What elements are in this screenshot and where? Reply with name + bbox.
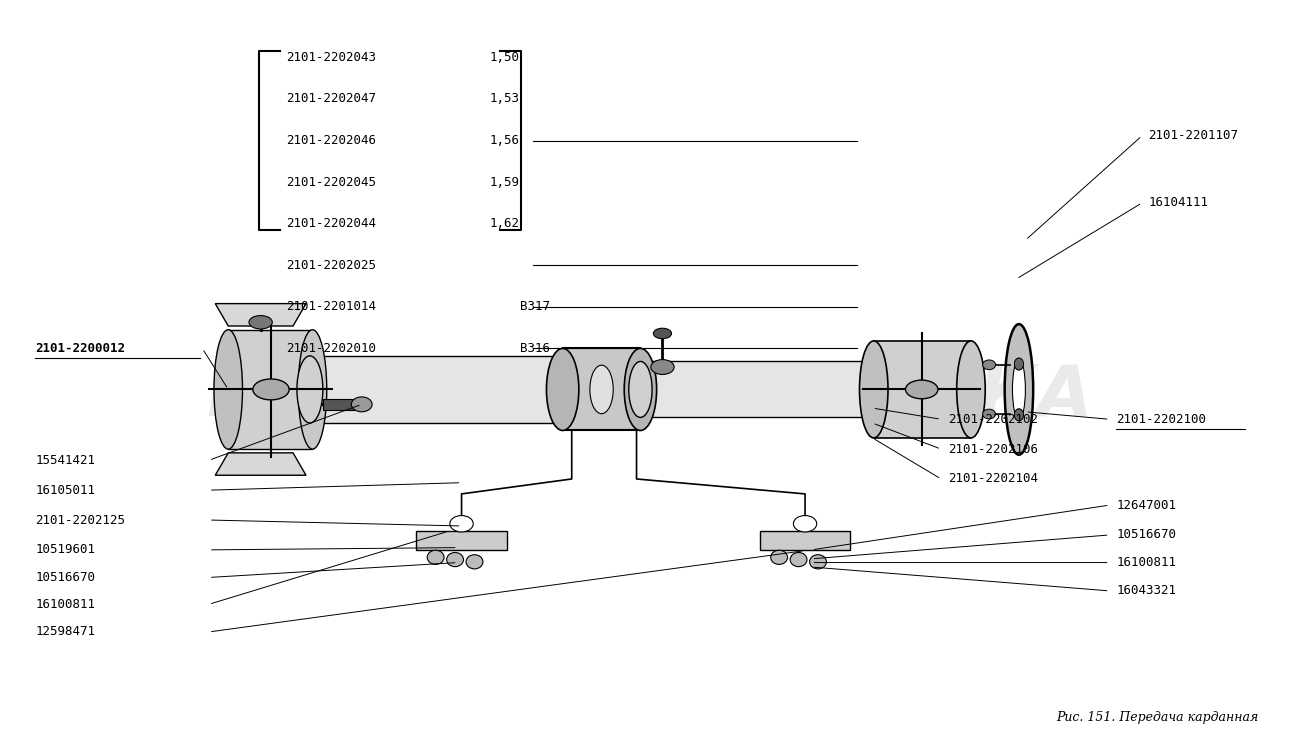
- Text: 10519601: 10519601: [35, 543, 95, 557]
- Ellipse shape: [253, 379, 290, 400]
- Ellipse shape: [427, 551, 444, 565]
- Ellipse shape: [809, 555, 826, 569]
- Text: 1,50: 1,50: [490, 51, 520, 64]
- Ellipse shape: [770, 551, 787, 565]
- Text: 1,53: 1,53: [490, 92, 520, 106]
- Text: 2101-2202125: 2101-2202125: [35, 514, 125, 527]
- Text: 2101-2202044: 2101-2202044: [287, 217, 377, 230]
- Text: 2101-2202104: 2101-2202104: [948, 473, 1038, 485]
- Ellipse shape: [956, 341, 985, 438]
- Text: B317: B317: [520, 300, 549, 313]
- Text: 2101-2202010: 2101-2202010: [287, 342, 377, 355]
- Bar: [416, 531, 507, 550]
- Ellipse shape: [905, 380, 938, 398]
- Text: 16104111: 16104111: [1148, 196, 1208, 210]
- Ellipse shape: [982, 360, 995, 370]
- Bar: [640, 361, 874, 417]
- Text: 2101-2200012: 2101-2200012: [35, 342, 125, 355]
- Text: 12647001: 12647001: [1116, 499, 1176, 512]
- Text: 2101-2202025: 2101-2202025: [287, 258, 377, 272]
- Text: 1,56: 1,56: [490, 134, 520, 147]
- Ellipse shape: [1015, 358, 1024, 370]
- Text: 10516670: 10516670: [1116, 529, 1176, 542]
- Text: 16100811: 16100811: [35, 598, 95, 611]
- Text: 2101-2202106: 2101-2202106: [948, 443, 1038, 455]
- Ellipse shape: [547, 348, 579, 431]
- Text: 2101-2202047: 2101-2202047: [287, 92, 377, 106]
- Ellipse shape: [794, 515, 817, 532]
- Ellipse shape: [466, 555, 483, 569]
- Ellipse shape: [982, 409, 995, 419]
- Ellipse shape: [863, 362, 886, 417]
- Bar: [229, 330, 313, 449]
- Text: B316: B316: [520, 342, 549, 355]
- Ellipse shape: [625, 348, 656, 431]
- Ellipse shape: [447, 553, 464, 567]
- Text: 12598471: 12598471: [35, 625, 95, 638]
- Text: ПЛАНЕТА ЖЕЛЕЗЯКА: ПЛАНЕТА ЖЕЛЕЗЯКА: [207, 363, 1092, 431]
- Text: 1,62: 1,62: [490, 217, 520, 230]
- Bar: [323, 399, 355, 410]
- Text: 2101-2202046: 2101-2202046: [287, 134, 377, 147]
- Ellipse shape: [299, 330, 327, 449]
- Ellipse shape: [1012, 360, 1025, 419]
- Text: 2101-2201107: 2101-2201107: [1148, 130, 1238, 142]
- Text: 16043321: 16043321: [1116, 584, 1176, 598]
- Bar: [562, 348, 640, 431]
- Ellipse shape: [590, 366, 613, 413]
- Ellipse shape: [214, 330, 243, 449]
- Ellipse shape: [1015, 358, 1024, 370]
- Ellipse shape: [297, 356, 323, 423]
- Text: 15541421: 15541421: [35, 454, 95, 467]
- Ellipse shape: [1015, 409, 1024, 421]
- Text: 1,59: 1,59: [490, 175, 520, 189]
- Ellipse shape: [651, 360, 674, 374]
- Ellipse shape: [790, 553, 807, 567]
- Polygon shape: [216, 453, 307, 475]
- Bar: [874, 341, 970, 438]
- Text: 10516670: 10516670: [35, 571, 95, 584]
- Ellipse shape: [629, 362, 652, 417]
- Text: 2101-2202102: 2101-2202102: [948, 413, 1038, 425]
- Ellipse shape: [1015, 409, 1024, 421]
- Ellipse shape: [449, 515, 473, 532]
- Ellipse shape: [1004, 324, 1033, 455]
- Bar: [310, 356, 562, 423]
- Bar: [760, 531, 851, 550]
- Text: 2101-2202100: 2101-2202100: [1116, 413, 1207, 425]
- Text: 2101-2201014: 2101-2201014: [287, 300, 377, 313]
- Polygon shape: [216, 303, 307, 326]
- Text: 16100811: 16100811: [1116, 556, 1176, 569]
- Ellipse shape: [549, 356, 575, 423]
- Ellipse shape: [860, 341, 889, 438]
- Text: 2101-2202045: 2101-2202045: [287, 175, 377, 189]
- Text: Рис. 151. Передача карданная: Рис. 151. Передача карданная: [1056, 711, 1259, 724]
- Text: 2101-2202043: 2101-2202043: [287, 51, 377, 64]
- Ellipse shape: [351, 397, 372, 412]
- Ellipse shape: [249, 315, 273, 329]
- Text: 16105011: 16105011: [35, 484, 95, 497]
- Ellipse shape: [653, 328, 672, 339]
